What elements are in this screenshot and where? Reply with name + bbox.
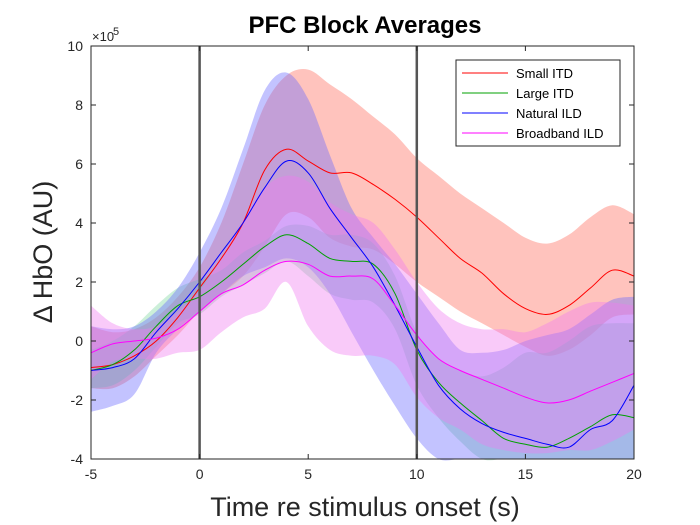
y-tick-label: 4 bbox=[75, 215, 83, 231]
axes-box bbox=[90, 45, 635, 460]
line-broadband-ild bbox=[90, 260, 635, 404]
line-small-itd bbox=[90, 148, 635, 369]
y-tick-label: -2 bbox=[71, 392, 84, 408]
y-tick-label: 6 bbox=[75, 156, 83, 172]
y-axis-label: Δ HbO (AU) bbox=[28, 181, 58, 324]
x-tick-label: 15 bbox=[518, 466, 534, 482]
legend-label-natural-ild: Natural ILD bbox=[516, 106, 582, 121]
legend-label-large-itd: Large ITD bbox=[516, 86, 574, 101]
band-broadband-ild bbox=[91, 175, 634, 454]
line-large-itd bbox=[90, 234, 635, 448]
legend-label-small-itd: Small ITD bbox=[516, 66, 573, 81]
legend-box bbox=[455, 59, 621, 147]
axis-ticks: -5 0 5 10 15 20 -4 -2 0 2 4 6 8 10 bbox=[67, 38, 642, 482]
band-large-itd bbox=[91, 224, 634, 461]
x-tick-label: 5 bbox=[304, 466, 312, 482]
y-tick-label: 8 bbox=[75, 97, 83, 113]
y-tick-label: 2 bbox=[75, 274, 83, 290]
legend-label-broadband-ild: Broadband ILD bbox=[516, 126, 603, 141]
y-tick-label: 10 bbox=[67, 38, 83, 54]
x-tick-label: 10 bbox=[409, 466, 425, 482]
x-tick-label: 20 bbox=[626, 466, 642, 482]
chart-title: PFC Block Averages bbox=[249, 12, 482, 39]
band-small-itd bbox=[91, 69, 634, 390]
y-tick-label: 0 bbox=[75, 333, 83, 349]
y-exponent-prefix: ×10 bbox=[92, 29, 114, 44]
x-tick-label: 0 bbox=[196, 466, 204, 482]
legend: Small ITD Large ITD Natural ILD Broadband I… bbox=[455, 59, 621, 147]
x-tick-label: -5 bbox=[85, 466, 98, 482]
confidence-bands bbox=[91, 69, 634, 461]
series-lines bbox=[90, 148, 635, 449]
line-natural-ild bbox=[90, 160, 635, 449]
y-axis-exponent: ×10 5 bbox=[92, 26, 119, 44]
y-tick-label: -4 bbox=[71, 451, 84, 467]
x-axis-label: Time re stimulus onset (s) bbox=[210, 492, 520, 522]
band-natural-ild bbox=[91, 72, 634, 461]
stimulus-markers bbox=[198, 46, 419, 459]
y-exponent-power: 5 bbox=[113, 26, 119, 38]
